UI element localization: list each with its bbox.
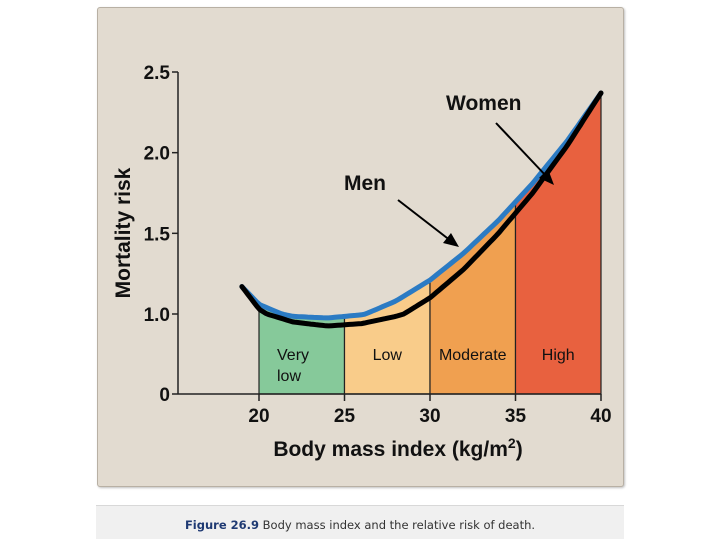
men-curve: [239, 90, 604, 329]
y-tick-label-2: 1.5: [144, 224, 171, 245]
zone-label-2-0: Moderate: [439, 347, 507, 364]
women-label: Women: [446, 92, 521, 115]
caption-bar: Figure 26.9 Body mass index and the rela…: [96, 505, 624, 539]
women-arrow-head: [539, 169, 554, 185]
x-tick-label-1: 25: [334, 406, 356, 427]
zone-label-3-0: High: [542, 347, 575, 364]
axes: [172, 71, 602, 401]
zone-label-0-1: low: [277, 368, 301, 385]
risk-curves: [239, 90, 604, 329]
men-arrow-line: [397, 199, 452, 242]
women-arrow-line: [495, 122, 549, 179]
mortality-risk-chart: Very low Low Moderate High 0 1.0 1.5 2.0 2.5 20 25 3…: [112, 63, 612, 461]
figure-caption: Figure 26.9 Body mass index and the rela…: [96, 518, 624, 532]
women-curve: [239, 90, 604, 321]
zone-label-0-0: Very: [277, 347, 309, 364]
labels: Very low Low Moderate High 0 1.0 1.5 2.0 2.5 20 25 3…: [112, 63, 612, 461]
zone-area-1: [343, 279, 431, 395]
caption-label: Figure 26.9: [184, 518, 260, 532]
x-tick-label-0: 20: [248, 406, 269, 427]
y-tick-label-3: 2.0: [144, 144, 170, 165]
y-axis-title: Mortality risk: [112, 167, 135, 298]
y-tick-label-4: 2.5: [144, 63, 171, 84]
y-tick-label-0: 0: [159, 385, 170, 406]
men-label: Men: [344, 172, 386, 195]
zone-label-1-0: Low: [373, 347, 403, 364]
x-tick-label-2: 30: [419, 406, 440, 427]
x-axis-title: Body mass index (kg/m2): [273, 435, 522, 461]
men-arrow-head: [443, 233, 459, 247]
x-tick-label-4: 40: [590, 406, 611, 427]
caption-text: Body mass index and the relative risk of…: [259, 518, 536, 532]
chart-panel: Very low Low Moderate High 0 1.0 1.5 2.0 2.5 20 25 3…: [97, 7, 624, 487]
x-tick-label-3: 35: [505, 406, 527, 427]
y-tick-label-1: 1.0: [144, 305, 170, 326]
